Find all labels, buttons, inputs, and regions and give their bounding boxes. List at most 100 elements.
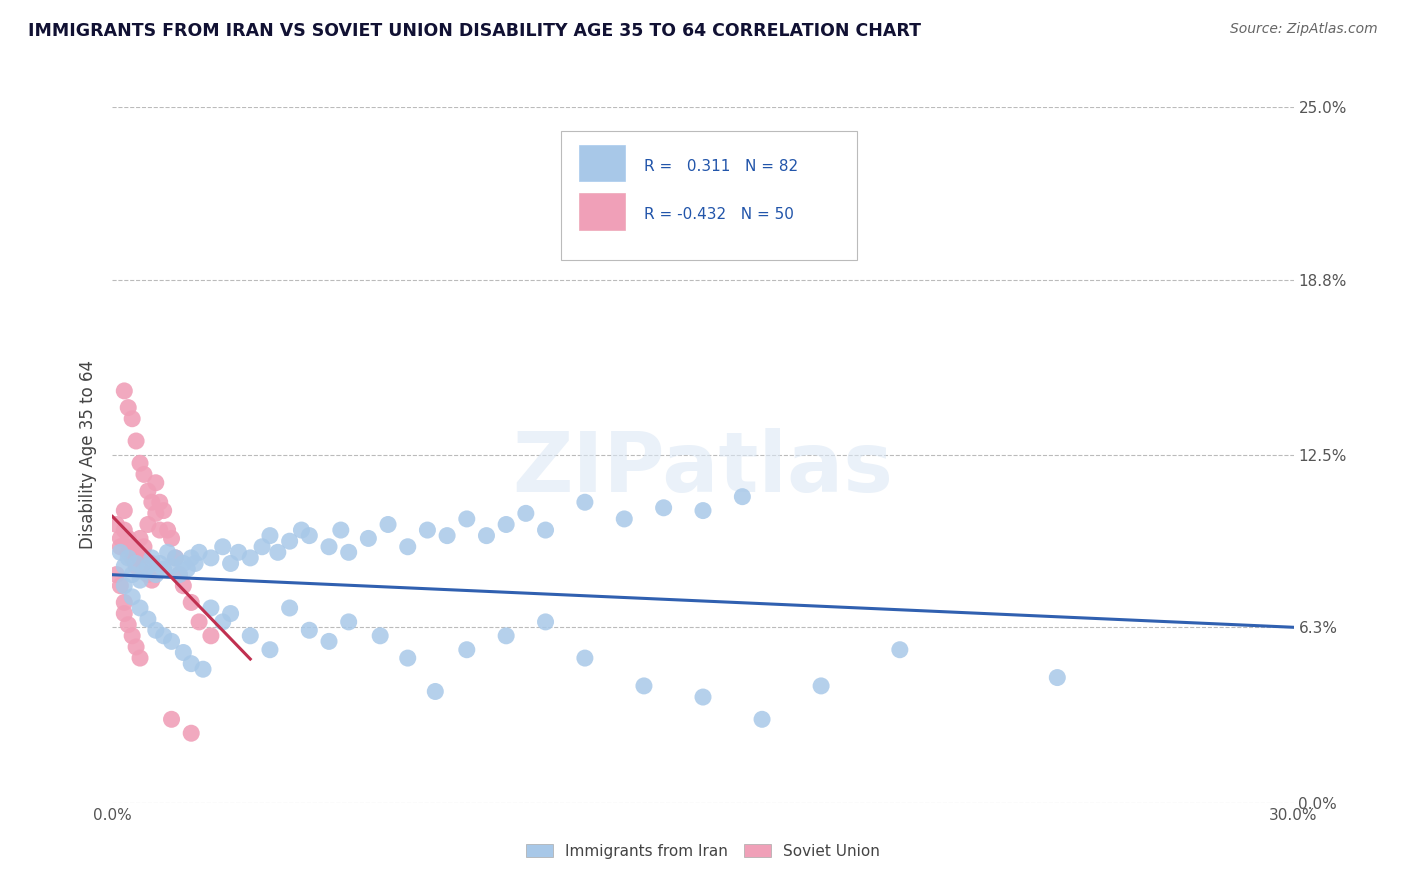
Point xyxy=(160,712,183,726)
Point xyxy=(267,545,290,559)
Point xyxy=(318,634,340,648)
Point xyxy=(298,624,321,638)
Point xyxy=(475,528,498,542)
Point xyxy=(495,517,517,532)
Point xyxy=(110,579,132,593)
Point xyxy=(172,646,194,660)
Point xyxy=(318,540,340,554)
Point xyxy=(132,467,155,482)
Text: R = -0.432   N = 50: R = -0.432 N = 50 xyxy=(644,207,794,222)
Point xyxy=(534,615,557,629)
Point xyxy=(278,601,301,615)
Point xyxy=(112,607,135,621)
Point xyxy=(239,550,262,565)
Y-axis label: Disability Age 35 to 64: Disability Age 35 to 64 xyxy=(79,360,97,549)
Point xyxy=(515,507,537,521)
Point xyxy=(136,559,159,574)
Legend: Immigrants from Iran, Soviet Union: Immigrants from Iran, Soviet Union xyxy=(520,838,886,864)
Point xyxy=(810,679,832,693)
Point xyxy=(368,629,391,643)
Point xyxy=(250,540,273,554)
Point xyxy=(211,540,233,554)
Point xyxy=(132,559,155,574)
Point xyxy=(129,651,152,665)
Point xyxy=(337,545,360,559)
Point xyxy=(425,684,447,698)
Point xyxy=(165,550,187,565)
Point xyxy=(132,565,155,579)
Point xyxy=(184,557,207,571)
Point xyxy=(117,550,139,565)
Point xyxy=(160,634,183,648)
Point xyxy=(125,434,148,448)
Point xyxy=(132,540,155,554)
FancyBboxPatch shape xyxy=(561,131,856,260)
Point xyxy=(200,550,222,565)
Point xyxy=(495,629,517,643)
Point xyxy=(125,557,148,571)
Text: ZIPatlas: ZIPatlas xyxy=(513,428,893,509)
Point xyxy=(180,657,202,671)
Point xyxy=(228,545,250,559)
Point xyxy=(731,490,754,504)
Point xyxy=(172,557,194,571)
Point xyxy=(112,384,135,398)
Point xyxy=(329,523,352,537)
Point xyxy=(156,523,179,537)
Point xyxy=(136,567,159,582)
Point xyxy=(112,559,135,574)
Point xyxy=(191,662,214,676)
Point xyxy=(169,567,191,582)
Point xyxy=(259,528,281,542)
Point xyxy=(117,532,139,546)
Point xyxy=(219,607,242,621)
Point xyxy=(259,642,281,657)
Point xyxy=(117,545,139,559)
Point xyxy=(152,629,174,643)
Point xyxy=(1046,671,1069,685)
Point xyxy=(121,590,143,604)
Point xyxy=(172,579,194,593)
Point xyxy=(377,517,399,532)
Point xyxy=(152,562,174,576)
Point xyxy=(110,532,132,546)
Point xyxy=(534,523,557,537)
Point xyxy=(145,475,167,490)
Point xyxy=(180,726,202,740)
Point xyxy=(436,528,458,542)
Point xyxy=(145,507,167,521)
Point xyxy=(692,690,714,704)
Point xyxy=(145,567,167,582)
Point xyxy=(121,567,143,582)
Point xyxy=(188,615,211,629)
Point xyxy=(160,532,183,546)
Point xyxy=(180,595,202,609)
Point xyxy=(889,642,911,657)
Point xyxy=(416,523,439,537)
Point xyxy=(112,523,135,537)
Text: IMMIGRANTS FROM IRAN VS SOVIET UNION DISABILITY AGE 35 TO 64 CORRELATION CHART: IMMIGRANTS FROM IRAN VS SOVIET UNION DIS… xyxy=(28,22,921,40)
Text: R =   0.311   N = 82: R = 0.311 N = 82 xyxy=(644,159,799,174)
Point xyxy=(141,557,163,571)
Point xyxy=(129,601,152,615)
Point xyxy=(298,528,321,542)
Point xyxy=(169,567,191,582)
Point xyxy=(156,545,179,559)
Point xyxy=(112,503,135,517)
Point xyxy=(136,484,159,499)
Point xyxy=(136,612,159,626)
Point xyxy=(396,651,419,665)
Point xyxy=(574,495,596,509)
Point xyxy=(121,540,143,554)
Point xyxy=(692,503,714,517)
Point xyxy=(129,573,152,587)
Point xyxy=(121,550,143,565)
Point xyxy=(112,579,135,593)
FancyBboxPatch shape xyxy=(579,145,626,181)
Point xyxy=(121,629,143,643)
Point xyxy=(396,540,419,554)
Point xyxy=(165,550,187,565)
Point xyxy=(105,517,128,532)
Point xyxy=(200,629,222,643)
Point xyxy=(357,532,380,546)
